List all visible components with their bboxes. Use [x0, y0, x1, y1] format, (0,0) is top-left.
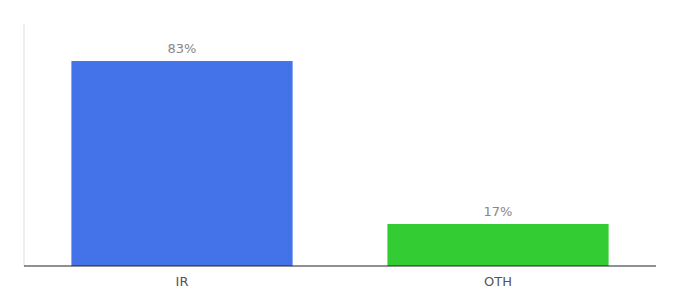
- bars: [71, 61, 608, 266]
- x-axis-line: [24, 265, 656, 266]
- bar: [387, 224, 608, 266]
- x-tick-label: OTH: [484, 274, 512, 289]
- data-label: 17%: [484, 204, 513, 219]
- data-label: 83%: [168, 41, 197, 56]
- chart: 83% 17% IR OTH: [0, 0, 680, 300]
- x-tick-label: IR: [176, 274, 189, 289]
- chart-container: 83% 17% IR OTH: [0, 0, 680, 300]
- bar: [71, 61, 292, 266]
- y-axis-line: [24, 24, 25, 266]
